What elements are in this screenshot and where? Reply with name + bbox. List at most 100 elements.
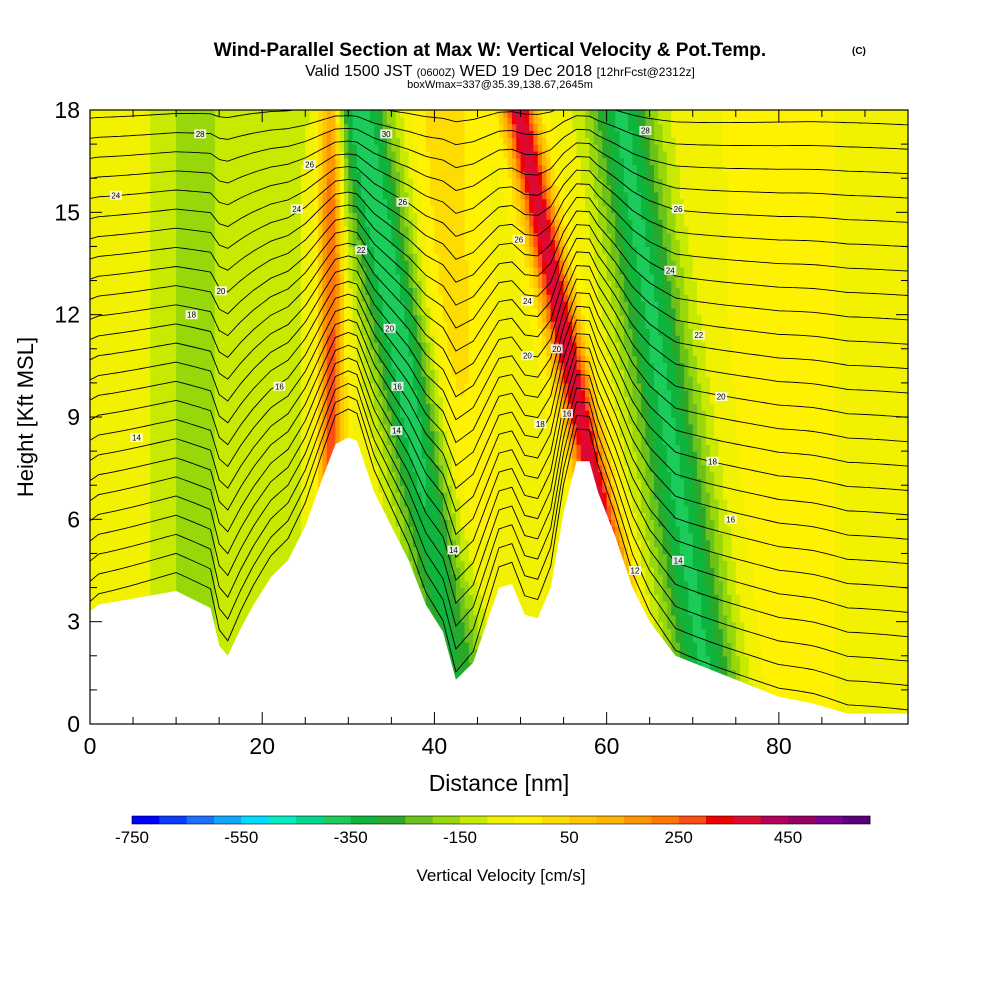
velocity-cell <box>288 464 293 473</box>
velocity-cell <box>206 130 212 138</box>
velocity-cell <box>171 417 177 425</box>
velocity-cell <box>115 232 121 241</box>
velocity-cell <box>249 232 255 241</box>
velocity-cell <box>115 567 121 575</box>
velocity-cell <box>275 280 281 288</box>
velocity-cell <box>184 280 190 288</box>
velocity-cell <box>141 260 147 268</box>
velocity-cell <box>128 498 134 507</box>
velocity-cell <box>318 171 324 179</box>
velocity-cell <box>124 137 130 145</box>
velocity-cell <box>257 123 263 132</box>
velocity-cell <box>124 266 130 275</box>
velocity-cell <box>141 321 147 329</box>
velocity-cell <box>296 212 302 220</box>
velocity-cell <box>275 526 281 534</box>
velocity-cell <box>236 601 242 609</box>
velocity-cell <box>145 437 151 445</box>
velocity-cell <box>120 185 126 193</box>
velocity-cell <box>171 410 177 418</box>
velocity-cell <box>292 225 298 234</box>
velocity-cell <box>232 464 237 473</box>
velocity-cell <box>292 376 298 384</box>
velocity-cell <box>232 478 237 486</box>
velocity-cell <box>167 348 173 357</box>
velocity-cell <box>189 573 194 582</box>
velocity-cell <box>275 437 281 445</box>
velocity-cell <box>124 225 130 234</box>
velocity-cell <box>279 457 285 466</box>
velocity-cell <box>102 532 108 541</box>
velocity-cell <box>184 287 190 295</box>
velocity-cell <box>240 335 246 343</box>
velocity-cell <box>141 185 147 193</box>
velocity-cell <box>107 519 113 527</box>
velocity-cell <box>296 314 302 323</box>
velocity-cell <box>137 212 143 220</box>
velocity-cell <box>292 150 298 159</box>
velocity-cell <box>158 362 164 370</box>
velocity-cell <box>279 280 285 288</box>
velocity-cell <box>309 191 315 200</box>
velocity-cell <box>176 457 182 466</box>
velocity-cell <box>201 369 207 377</box>
velocity-cell <box>176 130 182 138</box>
velocity-cell <box>283 532 289 541</box>
velocity-cell <box>288 273 293 282</box>
velocity-cell <box>279 464 285 473</box>
velocity-cell <box>193 123 199 132</box>
velocity-cell <box>124 191 130 200</box>
velocity-cell <box>180 253 186 261</box>
velocity-cell <box>257 498 263 507</box>
velocity-cell <box>180 369 186 377</box>
velocity-cell <box>292 423 298 432</box>
velocity-cell <box>137 457 143 466</box>
velocity-cell <box>176 335 182 343</box>
velocity-cell <box>158 314 164 323</box>
velocity-cell <box>201 171 207 179</box>
velocity-cell <box>244 580 250 589</box>
velocity-cell <box>98 348 104 357</box>
velocity-cell <box>102 348 108 357</box>
velocity-cell <box>133 505 138 514</box>
velocity-cell <box>240 417 246 425</box>
velocity-cell <box>167 539 173 548</box>
velocity-cell <box>158 335 164 343</box>
velocity-cell <box>223 567 229 575</box>
velocity-cell <box>249 423 255 432</box>
velocity-cell <box>313 369 319 377</box>
velocity-cell <box>90 171 95 179</box>
velocity-cell <box>288 314 293 323</box>
velocity-cell <box>163 273 169 282</box>
velocity-cell <box>232 635 237 643</box>
velocity-cell <box>141 478 147 486</box>
velocity-cell <box>154 205 160 213</box>
velocity-cell <box>180 560 186 568</box>
velocity-cell <box>249 512 255 520</box>
velocity-cell <box>214 266 220 275</box>
velocity-cell <box>227 164 233 172</box>
velocity-cell <box>171 464 177 473</box>
velocity-cell <box>322 301 328 309</box>
velocity-cell <box>124 553 130 561</box>
velocity-cell <box>249 498 255 507</box>
velocity-cell <box>210 389 216 398</box>
velocity-cell <box>262 485 268 493</box>
velocity-cell <box>145 212 151 220</box>
velocity-cell <box>236 225 242 234</box>
velocity-cell <box>219 266 225 275</box>
velocity-cell <box>305 355 311 364</box>
velocity-cell <box>128 335 134 343</box>
velocity-cell <box>232 185 237 193</box>
velocity-cell <box>296 485 302 493</box>
velocity-cell <box>214 608 220 616</box>
velocity-cell <box>189 444 194 452</box>
velocity-cell <box>90 512 95 520</box>
velocity-cell <box>223 648 229 657</box>
velocity-cell <box>145 362 151 370</box>
velocity-cell <box>128 137 134 145</box>
velocity-cell <box>145 191 151 200</box>
velocity-cell <box>94 348 100 357</box>
velocity-cell <box>154 219 160 227</box>
velocity-cell <box>292 164 298 172</box>
